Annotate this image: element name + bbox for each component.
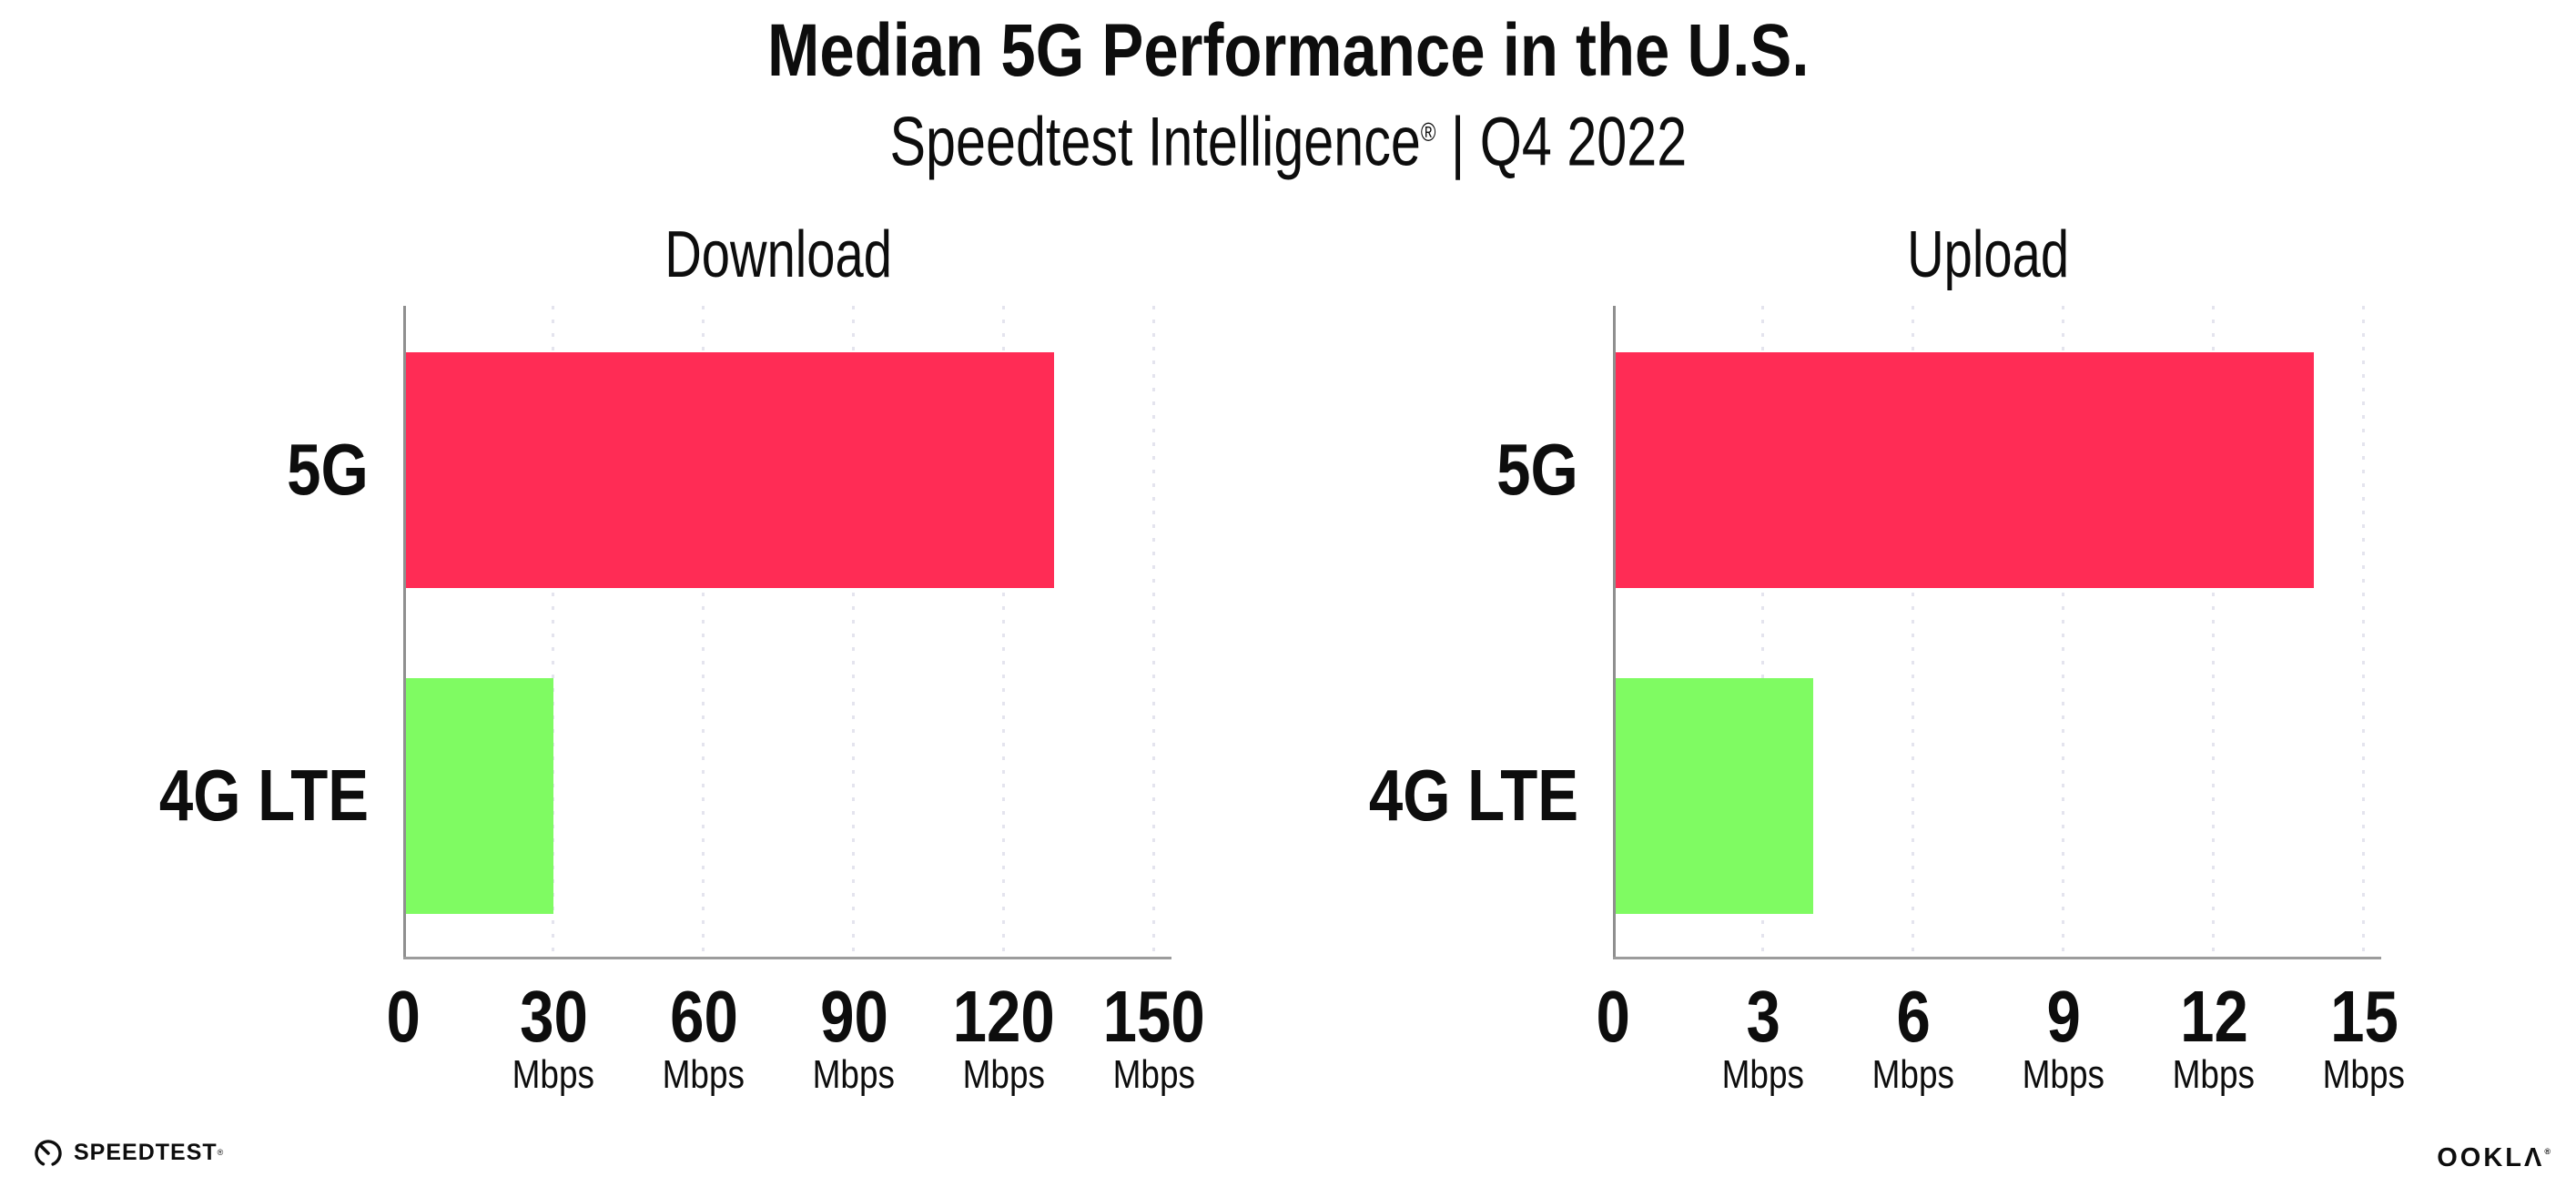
tick-number: 120 xyxy=(867,980,1141,1053)
tick-unit: Mbps xyxy=(1627,1053,1900,1097)
tick-unit-text: Mbps xyxy=(962,1052,1046,1097)
tick-unit-text: Mbps xyxy=(2172,1052,2256,1097)
tick-number-text: 60 xyxy=(669,976,738,1057)
speedtest-wordmark: SPEEDTEST xyxy=(74,1139,218,1165)
tick-unit-text: Mbps xyxy=(512,1052,595,1097)
category-label-text: 5G xyxy=(1496,429,1578,510)
tick-unit: Mbps xyxy=(1927,1053,2200,1097)
tick-unit: Mbps xyxy=(417,1053,690,1097)
tick-unit: Mbps xyxy=(567,1053,840,1097)
speedtest-logo: SPEEDTEST ® xyxy=(32,1136,223,1169)
chart-title-text: Upload xyxy=(1907,218,2070,291)
tick-number-text: 120 xyxy=(952,976,1056,1057)
speedtest-registered-mark: ® xyxy=(217,1148,224,1157)
x-axis-line xyxy=(403,957,1171,959)
category-label-text: 4G LTE xyxy=(158,755,369,836)
category-label: 5G xyxy=(1481,424,1578,515)
gridline xyxy=(1002,306,1005,959)
tick-number-text: 9 xyxy=(2046,976,2081,1057)
tick-number: 9 xyxy=(1927,980,2200,1053)
tick-number: 12 xyxy=(2077,980,2350,1053)
chart-title-text: Download xyxy=(664,218,893,291)
tick-unit-text: Mbps xyxy=(2322,1052,2406,1097)
gridline xyxy=(2212,306,2215,959)
tick-number-text: 3 xyxy=(1746,976,1780,1057)
subtitle-period: | Q4 2022 xyxy=(1435,103,1687,181)
tick-unit-text: Mbps xyxy=(2022,1052,2105,1097)
page-subtitle: Speedtest Intelligence® | Q4 2022 xyxy=(0,93,2576,182)
gridline xyxy=(552,306,554,959)
tick-number-text: 150 xyxy=(1102,976,1206,1057)
tick-number-text: 90 xyxy=(819,976,888,1057)
tick-number: 15 xyxy=(2227,980,2500,1053)
chart-title: Upload xyxy=(1613,217,2364,293)
bar-4g-lte xyxy=(406,678,553,914)
tick-number: 0 xyxy=(267,980,540,1053)
chart-title: Download xyxy=(403,217,1154,293)
speedtest-gauge-icon xyxy=(35,1140,62,1167)
gridline xyxy=(1761,306,1764,959)
gridline xyxy=(1912,306,1914,959)
category-label-text: 4G LTE xyxy=(1368,755,1578,836)
tick-number: 0 xyxy=(1476,980,1749,1053)
x-axis-line xyxy=(1613,957,2381,959)
category-label: 4G LTE xyxy=(1329,750,1578,841)
tick-number-text: 0 xyxy=(386,976,421,1057)
gridline xyxy=(2362,306,2365,959)
registered-mark: ® xyxy=(1420,118,1436,147)
tick-number: 150 xyxy=(1018,980,1291,1053)
tick-unit: Mbps xyxy=(2077,1053,2350,1097)
tick-number: 90 xyxy=(717,980,990,1053)
tick-unit-text: Mbps xyxy=(1112,1052,1196,1097)
gridline xyxy=(702,306,705,959)
tick-number-text: 30 xyxy=(519,976,588,1057)
bar-5g xyxy=(1616,352,2314,588)
tick-unit-text: Mbps xyxy=(662,1052,745,1097)
gridline xyxy=(2062,306,2064,959)
chart-upload: Upload 5G 4G LTE 0 3 Mbps 6 Mbps 9 Mbps 12 Mbps 15 Mb… xyxy=(1369,218,2405,1097)
page-title: Median 5G Performance in the U.S. xyxy=(0,7,2576,95)
gridline xyxy=(1152,306,1155,959)
tick-unit: Mbps xyxy=(867,1053,1141,1097)
tick-number: 60 xyxy=(567,980,840,1053)
chart-download: Download 5G 4G LTE 0 30 Mbps 60 Mbps 90 Mbps 120 Mb… xyxy=(159,218,1205,1097)
gridline xyxy=(852,306,855,959)
tick-unit: Mbps xyxy=(2227,1053,2500,1097)
tick-number-text: 6 xyxy=(1896,976,1931,1057)
bar-5g xyxy=(406,352,1054,588)
ookla-logo: OOKLΛ® xyxy=(2437,1143,2551,1173)
subtitle-brand: Speedtest Intelligence xyxy=(889,103,1421,181)
ookla-wordmark: OOKLΛ xyxy=(2437,1143,2545,1172)
bar-4g-lte xyxy=(1616,678,1813,914)
tick-unit: Mbps xyxy=(1018,1053,1291,1097)
ookla-registered-mark: ® xyxy=(2544,1147,2551,1156)
tick-unit-text: Mbps xyxy=(1721,1052,1805,1097)
tick-number-text: 15 xyxy=(2329,976,2399,1057)
tick-number: 30 xyxy=(417,980,690,1053)
y-axis-line xyxy=(403,306,406,959)
tick-unit-text: Mbps xyxy=(1871,1052,1955,1097)
y-axis-line xyxy=(1613,306,1616,959)
tick-number: 3 xyxy=(1627,980,1900,1053)
tick-number: 6 xyxy=(1777,980,2050,1053)
category-label: 5G xyxy=(271,424,369,515)
tick-unit-text: Mbps xyxy=(812,1052,896,1097)
tick-number-text: 0 xyxy=(1596,976,1630,1057)
category-label-text: 5G xyxy=(287,429,369,510)
page-title-text: Median 5G Performance in the U.S. xyxy=(766,9,1810,92)
tick-number-text: 12 xyxy=(2179,976,2248,1057)
tick-unit: Mbps xyxy=(717,1053,990,1097)
category-label: 4G LTE xyxy=(119,750,369,841)
tick-unit: Mbps xyxy=(1777,1053,2050,1097)
